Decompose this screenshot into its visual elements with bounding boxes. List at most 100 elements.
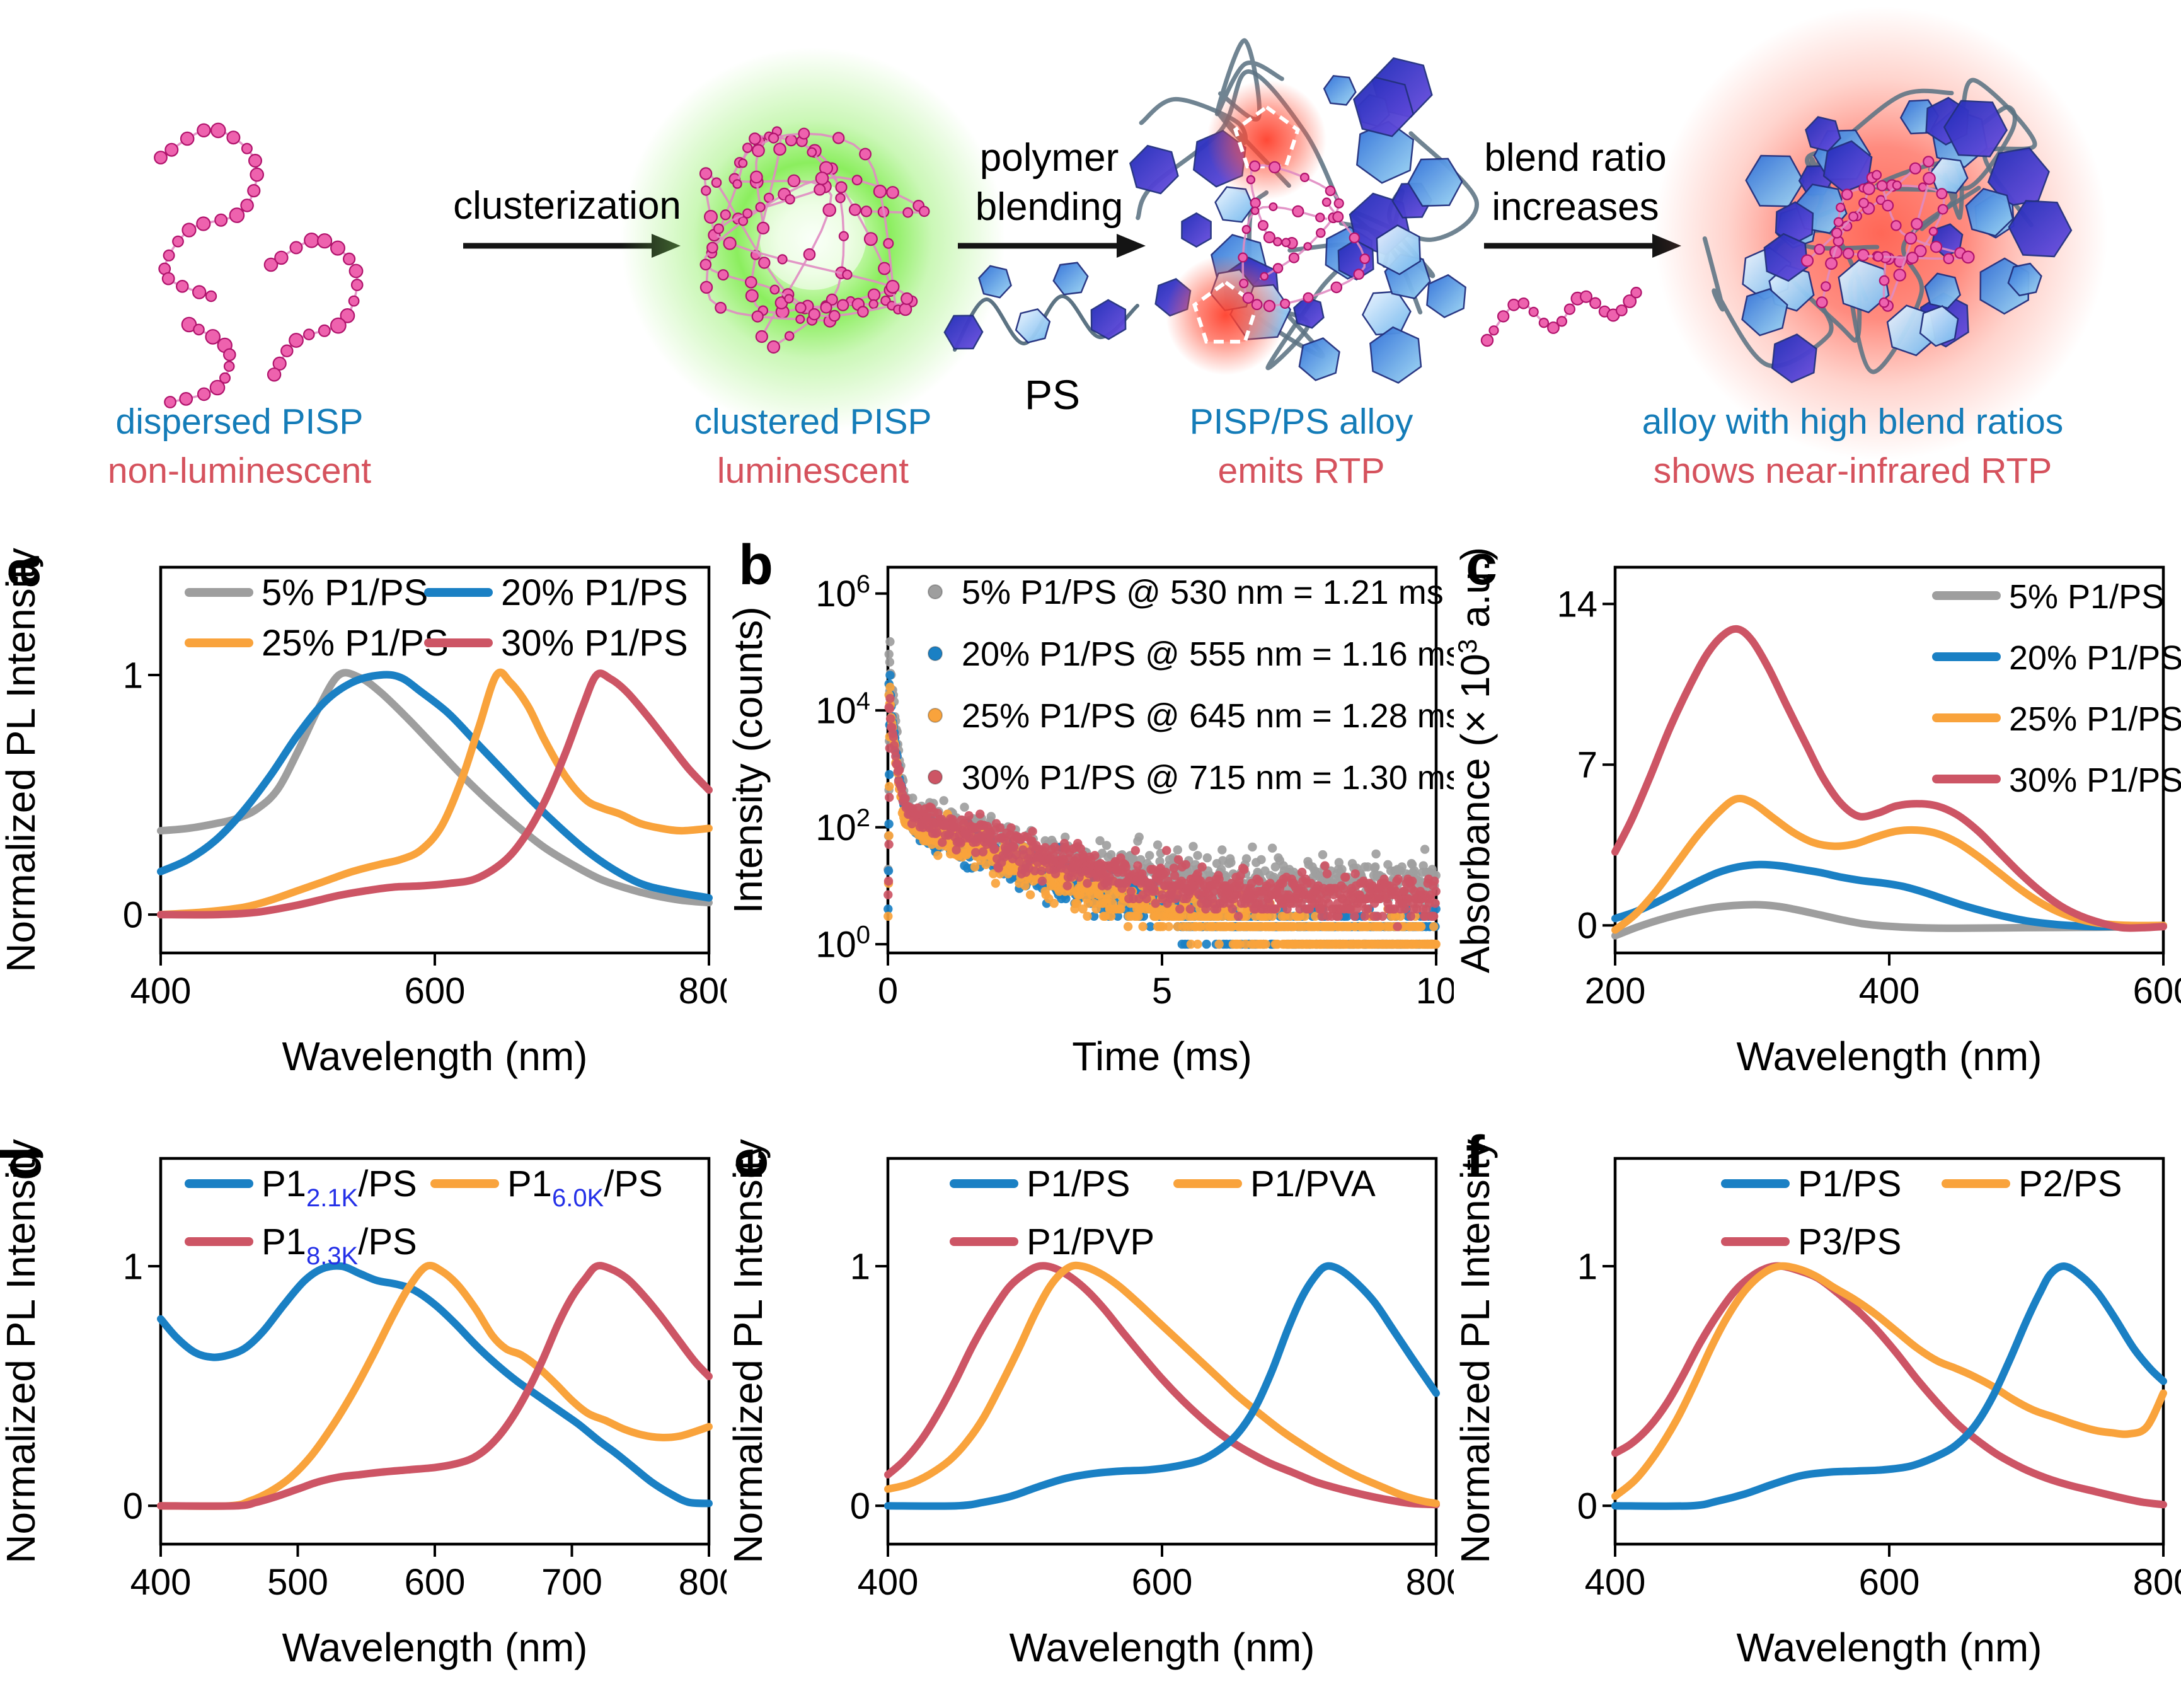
x-tick-label: 600 xyxy=(2133,971,2181,1012)
legend-marker-dot xyxy=(928,708,943,723)
panel-letter-a: a xyxy=(0,557,53,588)
y-tick-label: 0 xyxy=(123,1486,143,1526)
legend-label: P1/PS xyxy=(1027,1163,1130,1204)
legend-label: 20% P1/PS @ 555 nm = 1.16 ms xyxy=(962,635,1454,673)
x-tick-label: 200 xyxy=(1585,971,1646,1012)
series-curve-5-p1-ps xyxy=(157,669,713,907)
x-tick-label: 400 xyxy=(130,1562,192,1603)
series-curve-p1-pva xyxy=(884,1261,1440,1508)
y-tick-label: 0 xyxy=(1577,906,1597,947)
y-axis-title: Normalized PL Intensity xyxy=(0,548,43,972)
x-axis-title: Wavelength (nm) xyxy=(282,1625,588,1670)
pisp-ps-alloy xyxy=(1129,38,1479,384)
series-curve-25-p1-ps xyxy=(157,668,713,919)
y-axis-title: Intensity (counts) xyxy=(727,606,771,913)
panel-b-decay-lifetimes: 0 5 10 100 102 104 106 Time (ms) Intensity (coun… xyxy=(727,529,1454,1116)
panel-f-polymer-comparison: 400 600 800 0 1 Wavelength (nm) Normalized PL … xyxy=(1454,1121,2181,1707)
x-tick-label: 600 xyxy=(405,971,466,1012)
series-curve-5-p1-ps xyxy=(1611,901,2167,940)
x-tick-label: 500 xyxy=(267,1562,328,1603)
caption-nir-alloy: alloy with high blend ratios shows near-… xyxy=(1582,397,2124,495)
y-tick-label: 104 xyxy=(815,687,870,731)
dispersed-pisp-molecule xyxy=(154,122,364,408)
y-axis-title: Absorbance (× 103​ a.u.) xyxy=(1454,547,1498,973)
y-tick-label: 14 xyxy=(1557,584,1597,625)
panel-letter-f: f xyxy=(1466,1125,1485,1188)
legend-label: 5% P1/PS xyxy=(2009,578,2164,616)
caption-title: dispersed PISP xyxy=(115,401,364,442)
legend-marker-dot xyxy=(928,770,943,785)
legend-label: P1/PS xyxy=(1798,1163,1901,1204)
legend-label: 25% P1/PS @ 645 nm = 1.28 ms xyxy=(962,697,1454,735)
x-tick-label: 400 xyxy=(1859,971,1920,1012)
y-tick-label: 1 xyxy=(123,1246,143,1287)
x-tick-label: 800 xyxy=(679,971,727,1012)
series-curve-30-p1-ps xyxy=(1611,625,2167,932)
series-curve-25-p1-ps xyxy=(1611,794,2167,934)
x-axis-title: Wavelength (nm) xyxy=(282,1034,588,1079)
caption-subtitle: shows near-infrared RTP xyxy=(1653,451,2052,491)
legend-label: 25% P1/PS xyxy=(2009,700,2181,738)
legend-label: 20% P1/PS xyxy=(501,572,688,613)
x-axis-title: Time (ms) xyxy=(1072,1034,1252,1079)
arrow-label-polymer-blending: polymer blending xyxy=(975,136,1124,229)
series-curve-30-p1-ps xyxy=(157,669,713,919)
x-tick-label: 10 xyxy=(1416,971,1454,1012)
x-axis-title: Wavelength (nm) xyxy=(1737,1625,2042,1670)
nir-alloy xyxy=(1654,6,2108,460)
y-tick-label: 106 xyxy=(815,570,870,615)
legend-label: 5% P1/PS @ 530 nm = 1.21 ms xyxy=(962,574,1444,611)
panel-letter-b: b xyxy=(739,534,773,597)
caption-dispersed-pisp: dispersed PISP non-luminescent xyxy=(38,397,441,495)
x-tick-label: 5 xyxy=(1152,971,1172,1012)
y-tick-label: 7 xyxy=(1577,745,1597,786)
legend-label: P3/PS xyxy=(1798,1221,1901,1262)
schematic-illustration xyxy=(154,6,2108,460)
polymer-blending-arrow xyxy=(958,234,1146,258)
panel-letter-d: d xyxy=(0,1146,55,1180)
chart-a-svg: 400 600 800 0 1 Wavelength (nm) Normalized PL … xyxy=(0,548,727,1079)
series-curve-p2-ps xyxy=(1611,1262,2167,1500)
legend-label: P18.3K​/PS xyxy=(262,1221,417,1270)
legend-label: P1/PVA xyxy=(1250,1163,1376,1204)
x-tick-label: 600 xyxy=(405,1562,466,1603)
legend-label: 30% P1/PS xyxy=(501,623,688,664)
y-axis-title: Normalized PL Intensity xyxy=(1454,1139,1498,1563)
x-tick-label: 800 xyxy=(2133,1562,2181,1603)
caption-clustered-pisp: clustered PISP luminescent xyxy=(624,397,1002,495)
y-axis-title: Normalized PL Intensity xyxy=(727,1139,771,1563)
y-tick-label: 1 xyxy=(850,1246,870,1287)
y-tick-label: 102 xyxy=(815,804,870,848)
panel-e-matrix-comparison: 400 600 800 0 1 Wavelength (nm) Normalized PL … xyxy=(716,1121,1454,1707)
legend-label: 30% P1/PS xyxy=(2009,761,2181,799)
legend-marker-dot xyxy=(928,646,943,661)
chart-e-svg: 400 600 800 0 1 Wavelength (nm) Normalized PL … xyxy=(727,1139,1454,1670)
chart-c-svg: 200 400 600 0 7 14 Wavelength (nm) Absorbance (… xyxy=(1454,547,2181,1079)
x-tick-label: 400 xyxy=(130,971,192,1012)
caption-title: PISP/PS alloy xyxy=(1189,401,1413,442)
legend-label: P1/PVP xyxy=(1027,1221,1154,1262)
x-tick-label: 400 xyxy=(1585,1562,1646,1603)
arrow-label-blend-ratio-increases: blend ratio increases xyxy=(1484,136,1667,229)
series-curve-p1-ps xyxy=(1611,1262,2167,1510)
series-curve-p1-2-1k-ps xyxy=(157,1262,713,1508)
chart-f-svg: 400 600 800 0 1 Wavelength (nm) Normalized PL … xyxy=(1454,1139,2181,1670)
x-tick-label: 600 xyxy=(1859,1562,1920,1603)
x-tick-label: 0 xyxy=(878,971,898,1012)
legend-marker-dot xyxy=(928,584,943,599)
panel-d-molecular-weight: 400 500 600 700 800 0 1 Wavelength (nm) Normaliz… xyxy=(0,1121,727,1707)
y-tick-label: 0 xyxy=(1577,1486,1597,1526)
arrow-label-clusterization: clusterization xyxy=(453,184,681,228)
series-curve-p3-ps xyxy=(1611,1262,2167,1509)
legend-label: P2/PS xyxy=(2018,1163,2122,1204)
series-curve-p1-8-3k-ps xyxy=(157,1262,713,1510)
caption-subtitle: emits RTP xyxy=(1217,451,1385,491)
series-curve-p1-pvp xyxy=(884,1262,1440,1509)
y-tick-label: 1 xyxy=(1577,1246,1597,1287)
pisp-molecule-small xyxy=(1480,287,1642,347)
caption-subtitle: non-luminescent xyxy=(107,451,372,491)
blend-ratio-arrow xyxy=(1484,234,1681,258)
decay-scatter-30-p1-ps-715-nm-1-30-ms xyxy=(883,694,1441,932)
clustered-pisp-glow xyxy=(621,47,1005,432)
y-tick-label: 1 xyxy=(123,655,143,696)
